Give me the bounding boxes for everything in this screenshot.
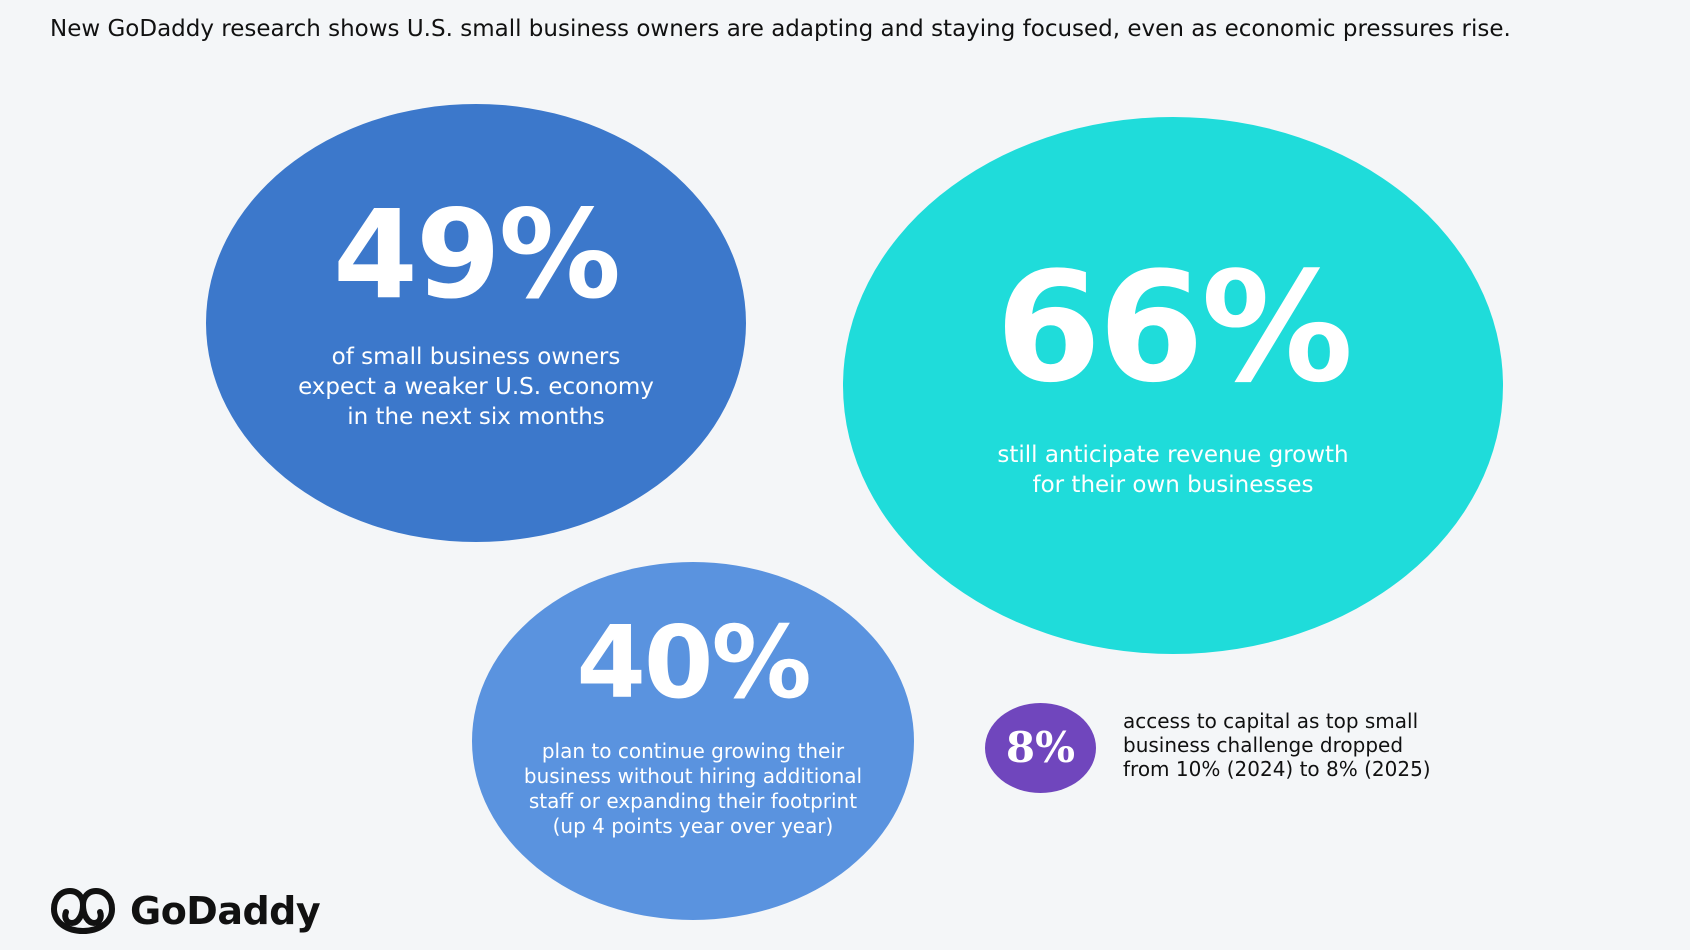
stat-bubble-49: 49% of small business owners expect a we…	[206, 104, 746, 542]
godaddy-logo: GoDaddy	[48, 885, 321, 937]
stat-caption: of small business owners expect a weaker…	[298, 344, 654, 430]
stat-bubble-8: 8%	[985, 703, 1096, 793]
logo-wordmark: GoDaddy	[130, 889, 321, 933]
stat-value: 40%	[576, 604, 811, 721]
godaddy-logo-icon	[51, 888, 115, 934]
headline: New GoDaddy research shows U.S. small bu…	[50, 16, 1511, 42]
stat-value: 66%	[995, 238, 1354, 416]
stat-caption: plan to continue growing their business …	[523, 739, 863, 838]
stat-bubble-66: 66% still anticipate revenue growth for …	[843, 117, 1503, 654]
stat-caption-8: access to capital as top small business …	[1123, 709, 1431, 781]
stat-bubble-40: 40% plan to continue growing their busin…	[472, 562, 914, 920]
stat-value: 49%	[332, 184, 621, 326]
stat-caption: still anticipate revenue growth for thei…	[997, 441, 1349, 498]
stat-value: 8%	[1005, 723, 1076, 772]
